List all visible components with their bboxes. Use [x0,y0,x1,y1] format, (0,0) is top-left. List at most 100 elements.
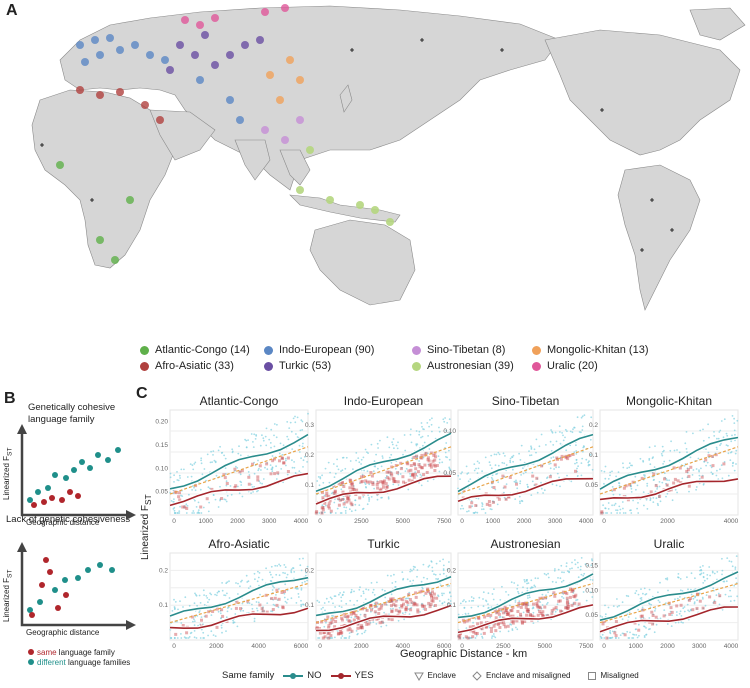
scatter-point-same [281,457,284,461]
scatter-point-different [707,451,710,454]
scatter-point-different [280,468,283,470]
scatter-point-different [662,450,664,453]
scatter-point-same [532,602,535,606]
scatter-point-different [702,428,704,431]
scatter-point-same [463,620,467,624]
scatter-point-different [609,631,611,634]
scatter-point-same [614,634,618,638]
scatter-point-different [380,625,383,628]
scatter-point-same [626,498,630,502]
scatter-point-different [716,469,718,472]
scatter-point-same [256,475,260,479]
scatter-point-same [326,504,330,508]
scatter-point-same [471,635,475,639]
scatter-point-different [262,437,265,440]
scatter-point-different [387,497,390,500]
scatter-point-same [327,506,331,510]
scatter-point-different [545,573,548,576]
scatter-point-same [350,503,354,507]
scatter-point-same [341,498,345,501]
scatter-point-different [394,586,396,588]
scatter-point-same [391,597,395,601]
scatter-point-different [712,602,715,604]
scatter-point-different [384,477,387,479]
scatter-point-different [397,610,399,613]
scatter-point-different [361,473,364,476]
scatter-point-same [239,607,242,611]
scatter-point-different [257,601,260,604]
scatter-point-same [190,615,194,619]
scatter-point-different [469,478,472,480]
scatter-point-different [489,464,492,466]
scatter-point-same [565,596,569,600]
scatter-point-different [345,506,348,509]
scatter-point-different [387,617,390,620]
scatter-point-different [176,471,178,473]
scatter-point-same [571,453,575,456]
scatter-point-different [643,504,645,507]
scatter-point-different [475,504,478,507]
scatter-point-different [681,477,684,480]
scatter-point-different [636,484,639,487]
scatter-point-different [709,574,711,577]
scatter-point-same [251,462,254,466]
scatter-point-different [375,623,378,625]
scatter-point-different [503,491,505,494]
scatter-point-same [458,636,462,640]
scatter-point-different [179,600,181,603]
scatter-point-different [296,416,299,419]
scatter-point-different [224,498,227,501]
scatter-point-different [611,504,613,507]
scatter-point-different [648,617,651,619]
scatter-point-different [285,464,287,467]
scatter-point-different [629,631,631,634]
scatter-point-different [616,598,618,600]
scatter-point-same [501,611,505,615]
scatter-point-different [354,509,357,512]
scatter-point-different [477,497,480,500]
scatter-point-same [423,463,427,467]
scatter-point-different [626,613,629,616]
scatter-point-same [517,602,521,605]
scatter-point-different [249,585,252,588]
scatter-point-different [723,461,726,463]
scatter-point-same [413,601,416,605]
scatter-point-different [581,425,584,428]
scatter-point-different [275,594,277,596]
scatter-point-different [260,469,262,471]
scatter-point-different [321,474,323,477]
scatter-point-same [417,463,421,467]
scatter-point-same [468,505,472,509]
scatter-point-same [432,453,436,457]
scatter-point-same [541,596,545,600]
scatter-point-same [375,617,379,621]
scatter-point-different [428,564,431,567]
scatter-point-same [528,614,532,618]
scatter-point-different [627,616,630,618]
scatter-point-same [429,592,432,596]
scatter-point-same [280,591,284,594]
scatter-point-different [583,572,586,575]
scatter-point-different [507,594,510,596]
scatter-point-same [404,607,408,611]
scatter-point-different [522,467,524,469]
scatter-point-different [500,610,502,613]
scatter-point-different [438,430,441,433]
scatter-point-same [273,596,277,600]
scatter-point-different [540,433,543,436]
scatter-point-different [444,451,447,454]
scatter-point-different [372,470,375,473]
scatter-point-different [586,564,589,567]
x-tick-label: 1000 [198,518,213,525]
scatter-point-different [270,428,273,431]
scatter-point-same [325,491,329,495]
scatter-point-different [627,637,630,639]
scatter-point-different [702,439,705,442]
scatter-point-different [666,492,669,495]
scatter-point-different [648,459,651,461]
scatter-point-different [489,616,492,619]
scatter-point-different [370,496,373,498]
scatter-point-same [424,607,427,611]
scatter-point-different [241,495,244,498]
scatter-point-different [367,589,370,591]
